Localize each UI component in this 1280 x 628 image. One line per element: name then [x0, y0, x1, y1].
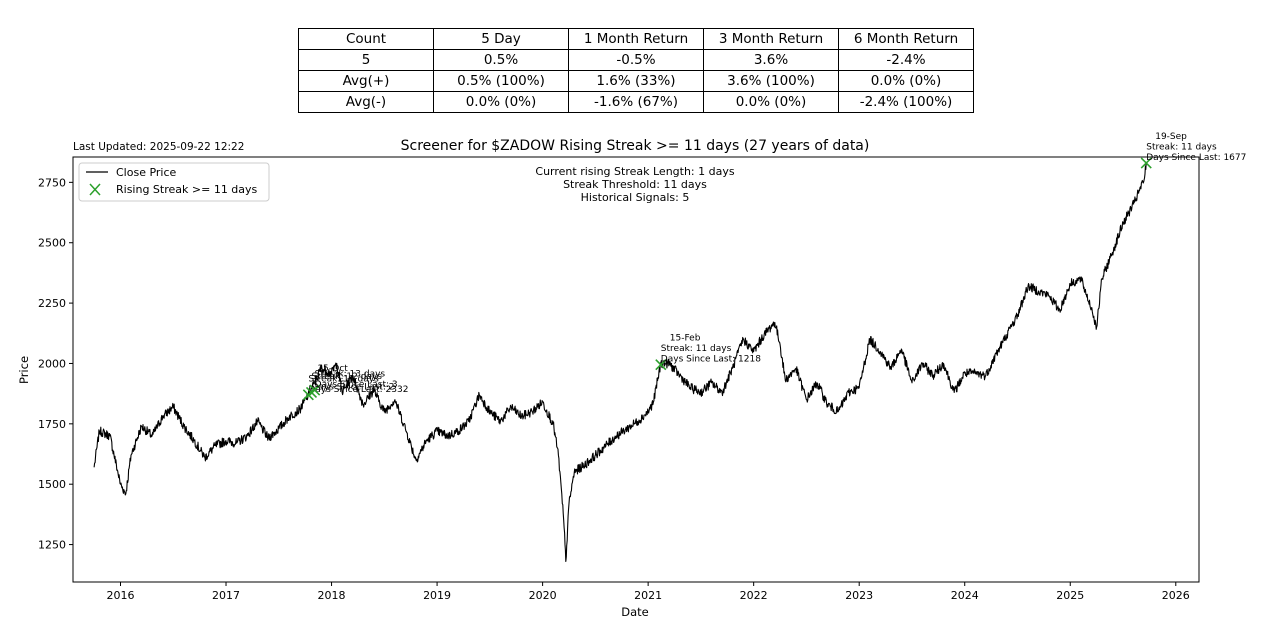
table-cell: Avg(-) [298, 91, 434, 113]
signal-annotation: Streak: 11 days [661, 344, 732, 354]
info-box: Current rising Streak Length: 1 days Str… [535, 165, 734, 204]
signal-annotation: Days Since Last: 1218 [661, 355, 761, 365]
info-threshold: Streak Threshold: 11 days [563, 178, 707, 191]
signal-x-icon [655, 359, 667, 371]
x-tick-label: 2023 [845, 589, 873, 602]
table-row: 5 0.5% -0.5% 3.6% -2.4% [298, 49, 974, 71]
y-tick-label: 2000 [38, 357, 66, 370]
signal-annotation: Days Since Last: 3 [315, 380, 398, 390]
x-tick-label: 2020 [529, 589, 557, 602]
legend-box [78, 162, 270, 202]
y-tick-label: 2500 [38, 237, 66, 250]
y-tick-label: 2250 [38, 297, 66, 310]
stats-table: Count 5 Day 1 Month Return 3 Month Retur… [298, 28, 974, 113]
signal-annotation: Streak: 13 days [315, 370, 386, 380]
table-header-cell: 6 Month Return [838, 28, 974, 50]
signal-annotation: Streak: 12 days [311, 372, 382, 382]
info-current-streak: Current rising Streak Length: 1 days [535, 165, 734, 178]
signal-annotation: Streak: 11 days [308, 374, 379, 384]
x-tick-label: 2024 [951, 589, 979, 602]
last-updated: Last Updated: 2025-09-22 12:22 [73, 141, 244, 153]
signal-x-icon [1140, 157, 1152, 169]
table-cell: -2.4% (100%) [838, 91, 974, 113]
x-tick-label: 2026 [1162, 589, 1190, 602]
y-axis-label: Price [17, 356, 31, 384]
info-historical-signals: Historical Signals: 5 [581, 191, 690, 204]
x-tick-label: 2016 [106, 589, 134, 602]
y-tick-label: 2750 [38, 176, 66, 189]
x-tick-label: 2017 [212, 589, 240, 602]
table-cell: 0.0% (0%) [433, 91, 569, 113]
signal-annotation: 15-Feb [670, 334, 701, 344]
signal-annotation: Streak: 11 days [1146, 143, 1217, 153]
x-tick-label: 2021 [634, 589, 662, 602]
table-header-row: Count 5 Day 1 Month Return 3 Month Retur… [298, 28, 974, 50]
legend-x-icon [89, 183, 101, 196]
y-tick-label: 1750 [38, 418, 66, 431]
legend: Close Price Rising Streak >= 11 days [78, 162, 270, 202]
signal-annotation: 19-Sep [1155, 132, 1187, 142]
table-cell: -2.4% [838, 49, 974, 71]
signal-x-icon [309, 384, 321, 396]
x-tick-label: 2018 [318, 589, 346, 602]
signal-annotation: Days Since Last: 2332 [308, 385, 408, 395]
signal-annotation: Days Since Last: 2 [311, 382, 394, 392]
table-cell: -1.6% (67%) [568, 91, 704, 113]
series-line-close-price [93, 162, 1147, 563]
y-tick-label: 1250 [38, 539, 66, 552]
signal-annotation: Days Since Last: 1677 [1146, 153, 1246, 163]
plot-frame [72, 156, 1200, 583]
table-cell: 0.0% (0%) [703, 91, 839, 113]
chart-title: Screener for $ZADOW Rising Streak >= 11 … [401, 138, 870, 154]
x-tick-label: 2022 [740, 589, 768, 602]
x-tick-label: 2025 [1056, 589, 1084, 602]
y-tick-label: 1500 [38, 478, 66, 491]
table-row: Avg(-) 0.0% (0%) -1.6% (67%) 0.0% (0%) -… [298, 91, 974, 113]
signal-annotation: 15-Oct [317, 364, 348, 374]
legend-entry-close-price: Close Price [116, 166, 177, 179]
x-axis-ticks: 2016 2017 2018 2019 2020 2021 2022 2023 2024 2025… [106, 582, 1190, 602]
legend-entry-rising-streak: Rising Streak >= 11 days [116, 183, 258, 196]
x-tick-label: 2019 [423, 589, 451, 602]
x-axis-label: Date [621, 605, 649, 619]
y-axis-ticks: 1250 1500 1750 2000 2250 2500 2750 [38, 176, 73, 552]
